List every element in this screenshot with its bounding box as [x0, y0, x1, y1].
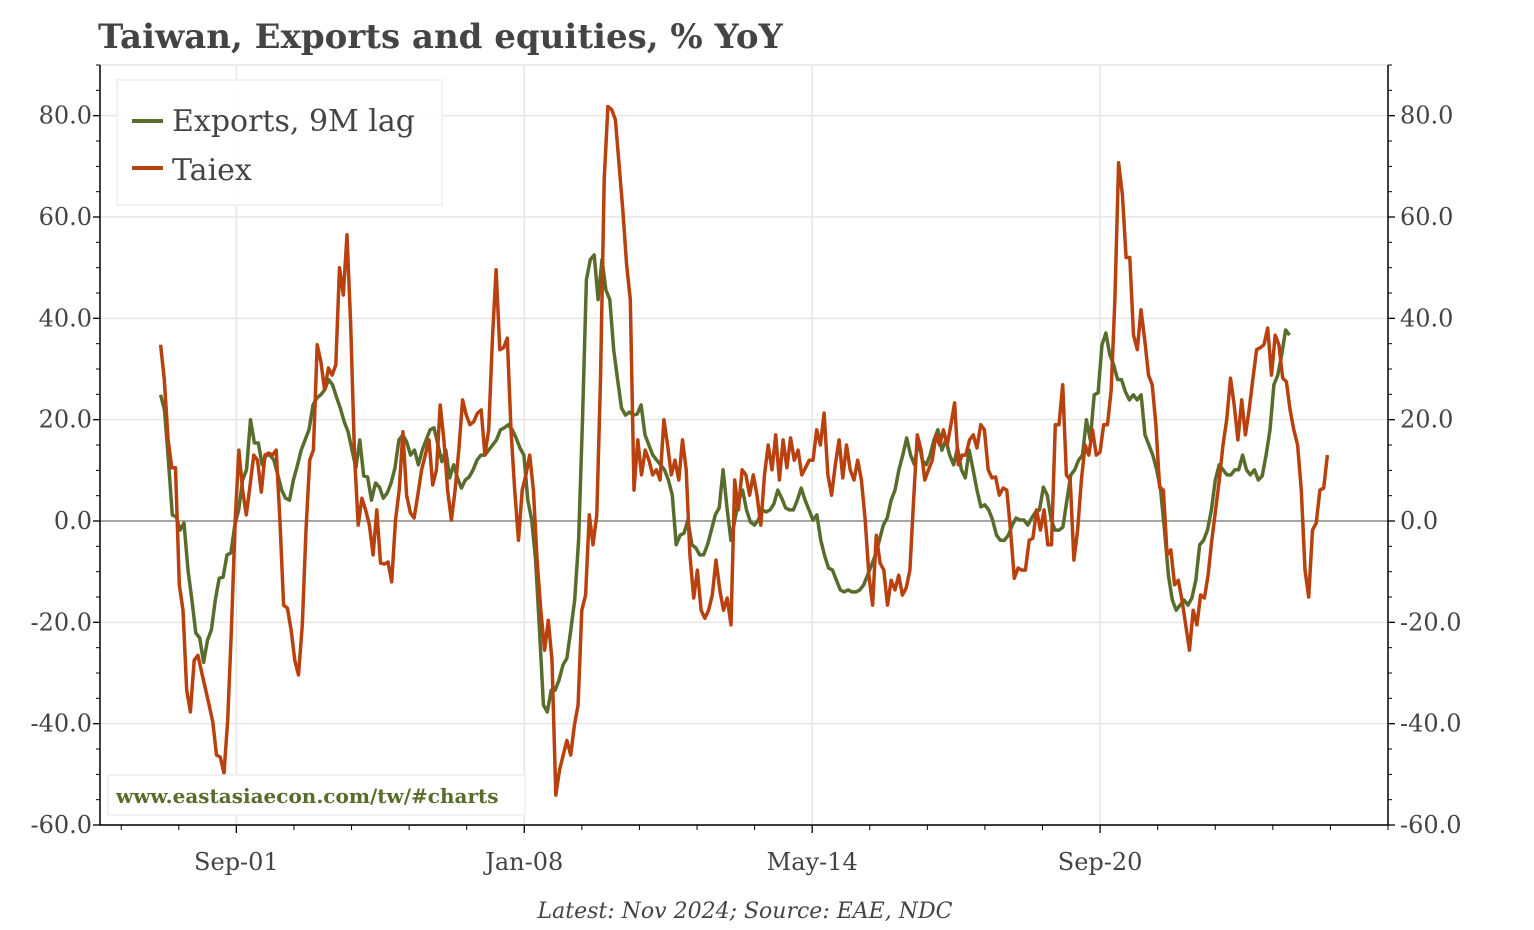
x-tick-label: Jan-08	[482, 848, 563, 876]
y-tick-label-right: 40.0	[1400, 304, 1453, 332]
series-lines	[158, 104, 1330, 797]
y-tick-label-left: 0.0	[54, 507, 92, 535]
legend: Exports, 9M lag Taiex	[116, 79, 443, 206]
legend-box	[116, 79, 443, 206]
series-line-taiex	[158, 104, 1330, 797]
series-line-exports	[158, 253, 1291, 714]
x-tick-label: Sep-20	[1058, 848, 1143, 876]
watermark: www.eastasiaecon.com/tw/#charts	[107, 774, 526, 816]
chart-title: Taiwan, Exports and equities, % YoY	[98, 17, 784, 57]
y-tick-label-right: -60.0	[1400, 811, 1462, 839]
y-tick-label-left: -60.0	[30, 811, 92, 839]
watermark-text: www.eastasiaecon.com/tw/#charts	[115, 784, 499, 808]
y-tick-label-left: 40.0	[39, 304, 92, 332]
y-tick-label-right: 20.0	[1400, 406, 1453, 434]
legend-label-taiex: Taiex	[172, 153, 252, 188]
x-tick-label: May-14	[767, 848, 858, 876]
axes: 80.0 80.0 60.0 60.0 40.0 40.0 20.0 20.0 0.0 0.0 -2…	[30, 64, 1462, 876]
x-tick-label: Sep-01	[194, 848, 279, 876]
y-tick-label-left: 20.0	[39, 406, 92, 434]
watermark-box	[107, 774, 526, 816]
y-tick-label-left: 80.0	[39, 102, 92, 130]
y-tick-label-right: -20.0	[1400, 608, 1462, 636]
y-tick-label-right: -40.0	[1400, 710, 1462, 738]
y-tick-label-right: 60.0	[1400, 203, 1453, 231]
y-tick-label-right: 0.0	[1400, 507, 1438, 535]
y-tick-label-left: -40.0	[30, 710, 92, 738]
chart-footer: Latest: Nov 2024; Source: EAE, NDC	[537, 899, 953, 924]
legend-label-exports: Exports, 9M lag	[172, 104, 415, 139]
y-tick-label-left: 60.0	[39, 203, 92, 231]
y-tick-label-left: -20.0	[30, 608, 92, 636]
y-tick-label-right: 80.0	[1400, 102, 1453, 130]
